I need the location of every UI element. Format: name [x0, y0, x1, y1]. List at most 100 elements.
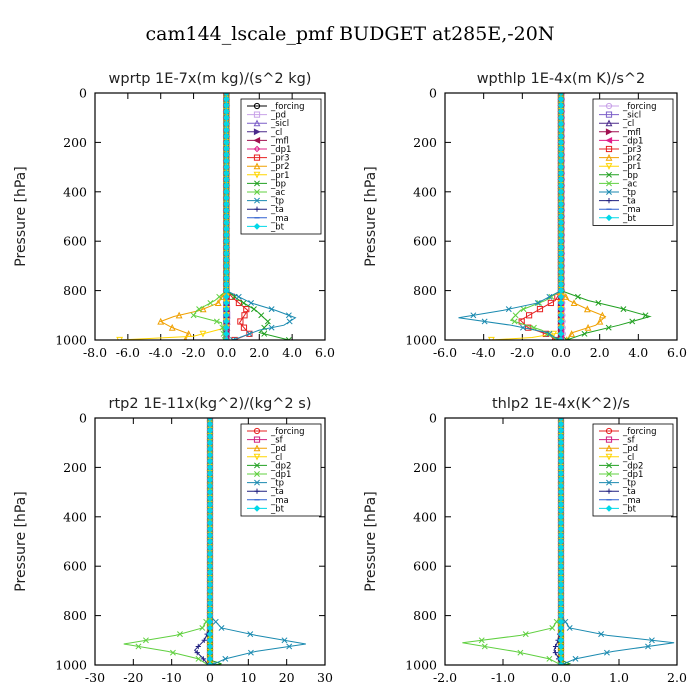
series-point-bt [223, 305, 230, 313]
legend-marker [253, 145, 261, 153]
y-axis-label: Pressure [hPa] [13, 491, 29, 591]
series-point-tp [470, 312, 477, 319]
series-point-bt [557, 169, 565, 177]
x-tick-label: -2.0 [433, 670, 457, 685]
y-tick-label: 600 [413, 559, 437, 574]
series-point-pr3 [547, 299, 554, 307]
series-point-bt [206, 618, 214, 626]
series-point-bt [557, 126, 565, 134]
series-point-ac [512, 312, 519, 319]
legend-label: _pd [270, 444, 286, 454]
series-point-bt [206, 643, 214, 650]
y-tick-label: 400 [413, 184, 437, 199]
series-point-tp [247, 631, 254, 638]
series-point-bp [240, 299, 247, 306]
y-axis-label: Pressure [hPa] [13, 166, 29, 266]
series-point-tp [223, 93, 230, 96]
series-point-bp [250, 306, 257, 313]
legend-label: _forcing [622, 427, 657, 437]
series-point-bt [557, 507, 565, 514]
legend-label: _pr2 [622, 154, 642, 164]
series-point-bp [574, 293, 581, 300]
series-point-bt [557, 176, 565, 183]
series-point-pr3 [240, 324, 248, 331]
series-point-tp [558, 93, 564, 96]
series-point-ac [213, 318, 220, 325]
x-tick-label: -30 [85, 670, 105, 685]
series-point-pr3 [526, 312, 533, 319]
series-point-bt [557, 618, 565, 626]
series-point-bt [557, 225, 565, 233]
legend-label: _forcing [270, 102, 305, 112]
series-point-bt [206, 525, 214, 533]
series-point-tp [281, 637, 288, 644]
y-tick-label: 600 [63, 234, 87, 249]
series-point-bt [557, 649, 565, 656]
series-point-bt [206, 451, 214, 459]
x-tick-label: 4.0 [628, 345, 648, 360]
series-point-tp [230, 337, 236, 340]
legend-marker [605, 119, 613, 127]
series-point-bt [206, 544, 214, 551]
series-point-bt [557, 219, 565, 226]
series-point-bt [223, 287, 230, 294]
series-point-dp1 [203, 618, 210, 625]
legend: _forcing_sf_pd_cl_dp2_dp1_tp_ta_ma_bt [592, 423, 674, 517]
legend-label: _pd [622, 444, 638, 454]
series-point-bt [206, 624, 214, 632]
series-point-bt [557, 336, 565, 340]
legend-label: _ta [270, 487, 284, 497]
legend-label: _pr3 [622, 145, 642, 155]
series-point-tp [603, 649, 610, 656]
series-point-bt [223, 219, 230, 226]
y-axis-label: Pressure [hPa] [363, 491, 379, 591]
panel-title: thlp2 1E-4x(K^2)/s [492, 396, 630, 412]
series-point-bt [206, 427, 214, 434]
plot-frame [94, 92, 326, 341]
legend-label: _pr2 [270, 162, 290, 172]
series-point-bt [206, 599, 214, 607]
legend-marker [606, 180, 612, 187]
series-point-bt [557, 655, 565, 663]
series-point-bt [557, 538, 565, 545]
legend-marker [254, 488, 260, 494]
series-point-bt [206, 501, 214, 508]
legend-label: _bp [622, 171, 638, 181]
series-point-pr3 [243, 306, 250, 313]
series-point-bt [557, 624, 565, 632]
series-point-bt [557, 581, 565, 589]
series-point-bt [557, 494, 565, 502]
series-point-bt [223, 145, 230, 152]
series-point-bt [223, 163, 230, 171]
series-point-bt [557, 330, 565, 338]
legend-label: _pd [270, 111, 286, 121]
legend-label: _ta [622, 487, 636, 497]
series-point-bt [223, 139, 230, 146]
series-point-bt [223, 250, 230, 257]
legend-marker [254, 462, 260, 469]
series-point-ta [195, 643, 201, 650]
series-point-bt [206, 507, 214, 514]
series-point-bt [557, 145, 565, 152]
series-point-bt [557, 575, 565, 582]
series-point-bt [223, 93, 230, 97]
series-point-bt [223, 293, 230, 301]
series-point-bt [557, 433, 565, 440]
series-point-bt [206, 612, 214, 619]
legend-label: _bp [270, 179, 286, 189]
series-point-bt [206, 581, 214, 589]
legend: _forcing_sf_pd_cl_dp2_dp1_tp_ta_ma_bt [240, 423, 322, 517]
series-point-ac [219, 324, 226, 331]
legend-label: _pr1 [622, 162, 642, 172]
y-tick-label: 400 [413, 509, 437, 524]
series-point-dp1 [177, 631, 183, 638]
series-point-bt [206, 587, 214, 595]
series-point-bt [206, 550, 214, 558]
legend-marker [254, 180, 260, 187]
x-tick-label: -1.0 [491, 670, 515, 685]
series-line-bp [560, 93, 652, 340]
series-point-pr2 [168, 323, 176, 331]
x-tick-label: 0 [206, 670, 214, 685]
